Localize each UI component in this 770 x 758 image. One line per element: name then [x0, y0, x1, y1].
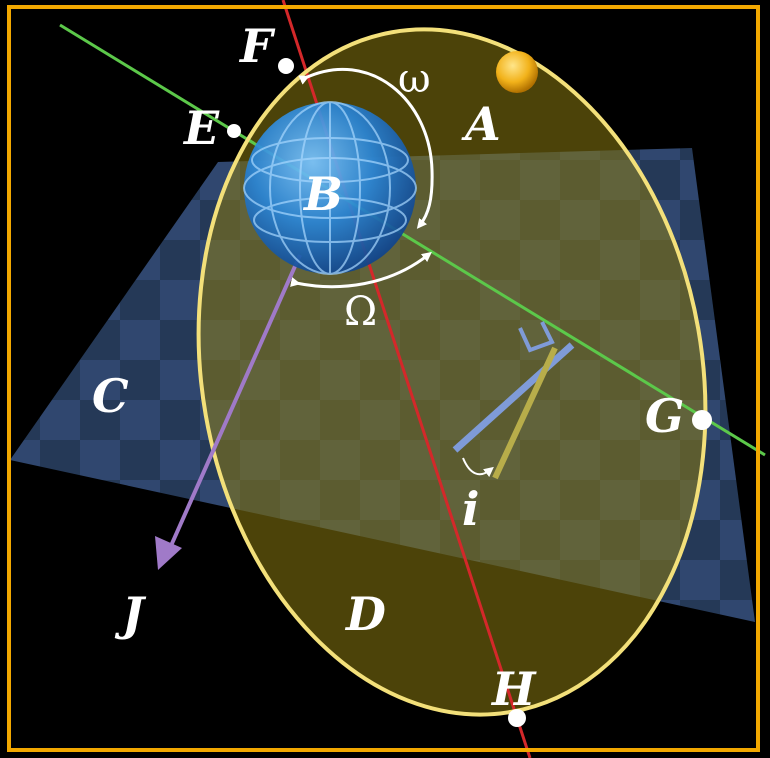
- vector-arrowhead: [155, 536, 182, 570]
- label-omega-capital: Ω: [344, 289, 377, 335]
- line-of-nodes: [59, 23, 766, 457]
- label-A: A: [461, 97, 501, 151]
- point-H: [508, 709, 526, 727]
- point-E: [227, 124, 241, 138]
- label-B: B: [302, 167, 343, 221]
- label-C: C: [92, 369, 129, 423]
- orbiting-body-icon: [496, 51, 538, 93]
- label-E: E: [182, 101, 220, 155]
- label-inclination: i: [462, 482, 479, 536]
- point-F: [278, 58, 294, 74]
- longitude-of-node-arc: [290, 251, 432, 289]
- label-D: D: [344, 587, 386, 641]
- label-F: F: [238, 19, 276, 73]
- reference-direction-vector: [168, 254, 302, 549]
- label-H: H: [490, 662, 537, 716]
- label-omega-small: ω: [398, 56, 431, 102]
- frame-border: [7, 5, 760, 752]
- point-G: [692, 410, 712, 430]
- label-G: G: [645, 389, 684, 443]
- argument-of-periapsis-arc: [298, 67, 434, 229]
- inclination-indicator: [452, 321, 575, 480]
